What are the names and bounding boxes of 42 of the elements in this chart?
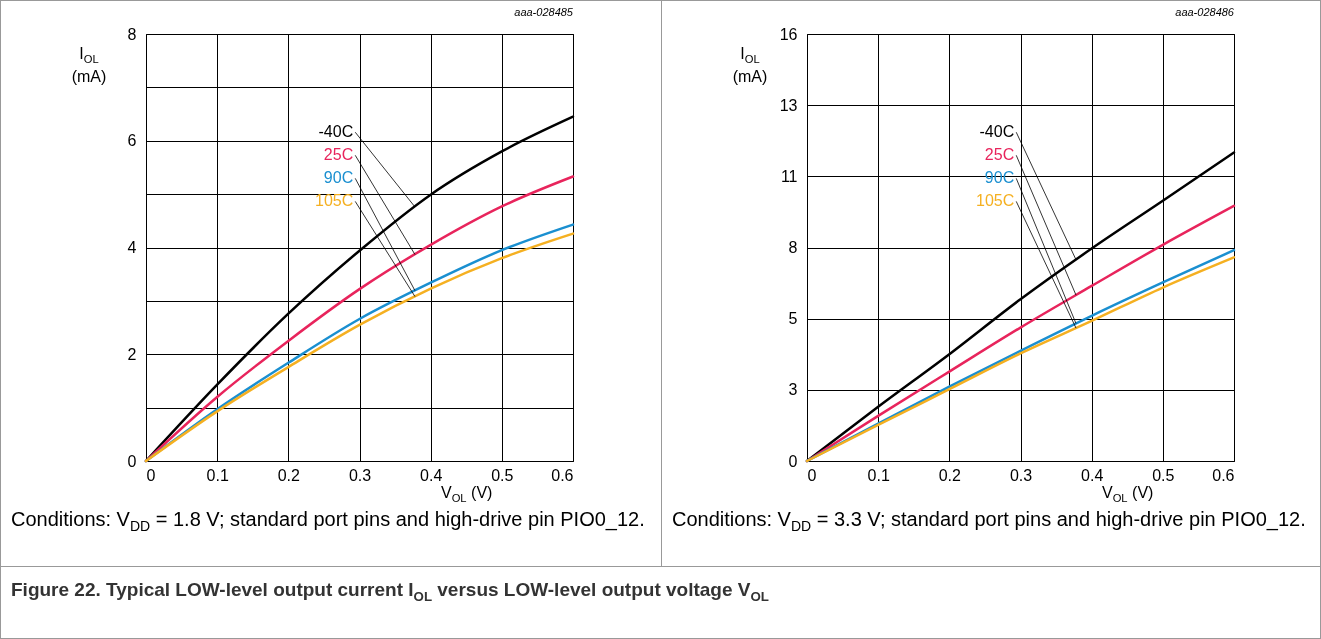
y-tick-label: 13 — [779, 96, 798, 114]
x-tick-label: 0.3 — [348, 466, 372, 484]
x-tick-label: 0.5 — [491, 466, 514, 484]
x-tick-label: 0.6 — [1212, 466, 1235, 484]
y-tick-label: 8 — [788, 239, 798, 256]
caption: Figure 22. Typical LOW-level output current I$_{OL}$ versus LOW-level output voltage V$_{OL}$ — [1, 566, 1320, 639]
x-tick-label: 0 — [146, 466, 156, 484]
x-tick-label: 0.4 — [1081, 466, 1104, 484]
y-tick-label: 0 — [788, 452, 798, 470]
x-tick-label: 0.3 — [1009, 466, 1033, 484]
y-axis-title: I$_{OL}$ (mA) — [731, 45, 769, 87]
y-tick-label: 4 — [127, 239, 137, 256]
y-tick-label: 3 — [788, 381, 798, 399]
y-tick-label: 11 — [780, 167, 798, 185]
x-tick-label: 0.2 — [277, 466, 301, 484]
text: aaa-028485 — [514, 6, 573, 18]
y-tick-label: 16 — [779, 25, 798, 43]
y-tick-label: 0 — [127, 452, 137, 470]
text: -40C — [979, 123, 1015, 141]
text: 105C — [314, 192, 354, 210]
text: 25C — [984, 146, 1015, 164]
y-axis-title: I$_{OL}$ (mA) — [70, 45, 108, 87]
y-tick-label: 6 — [127, 132, 137, 150]
x-tick-label: 0.4 — [420, 466, 443, 484]
text: -40C — [318, 123, 354, 141]
text: aaa-028486 — [1175, 6, 1234, 18]
text: 90C — [323, 169, 354, 187]
x-axis-title: V$_{OL}$ (V) — [1102, 484, 1154, 505]
text: 25C — [323, 146, 354, 164]
x-axis-title: V$_{OL}$ (V) — [441, 484, 493, 505]
y-tick-label: 2 — [127, 345, 137, 363]
x-tick-label: 0.6 — [551, 466, 574, 484]
x-tick-label: 0.2 — [938, 466, 962, 484]
y-tick-label: 8 — [127, 25, 137, 43]
text: Conditions: V$_{DD}$ = 3.3 V; standard port pins and high-drive pin PIO0_12. — [672, 507, 1307, 536]
text: Conditions: V$_{DD}$ = 1.8 V; standard port pins and high-drive pin PIO0_12. — [11, 507, 646, 536]
x-tick-label: 0 — [807, 466, 817, 484]
x-tick-label: 0.1 — [867, 466, 890, 484]
y-tick-label: 5 — [788, 310, 798, 328]
x-tick-label: 0.1 — [206, 466, 229, 484]
x-tick-label: 0.5 — [1152, 466, 1175, 484]
text: 105C — [975, 192, 1015, 210]
